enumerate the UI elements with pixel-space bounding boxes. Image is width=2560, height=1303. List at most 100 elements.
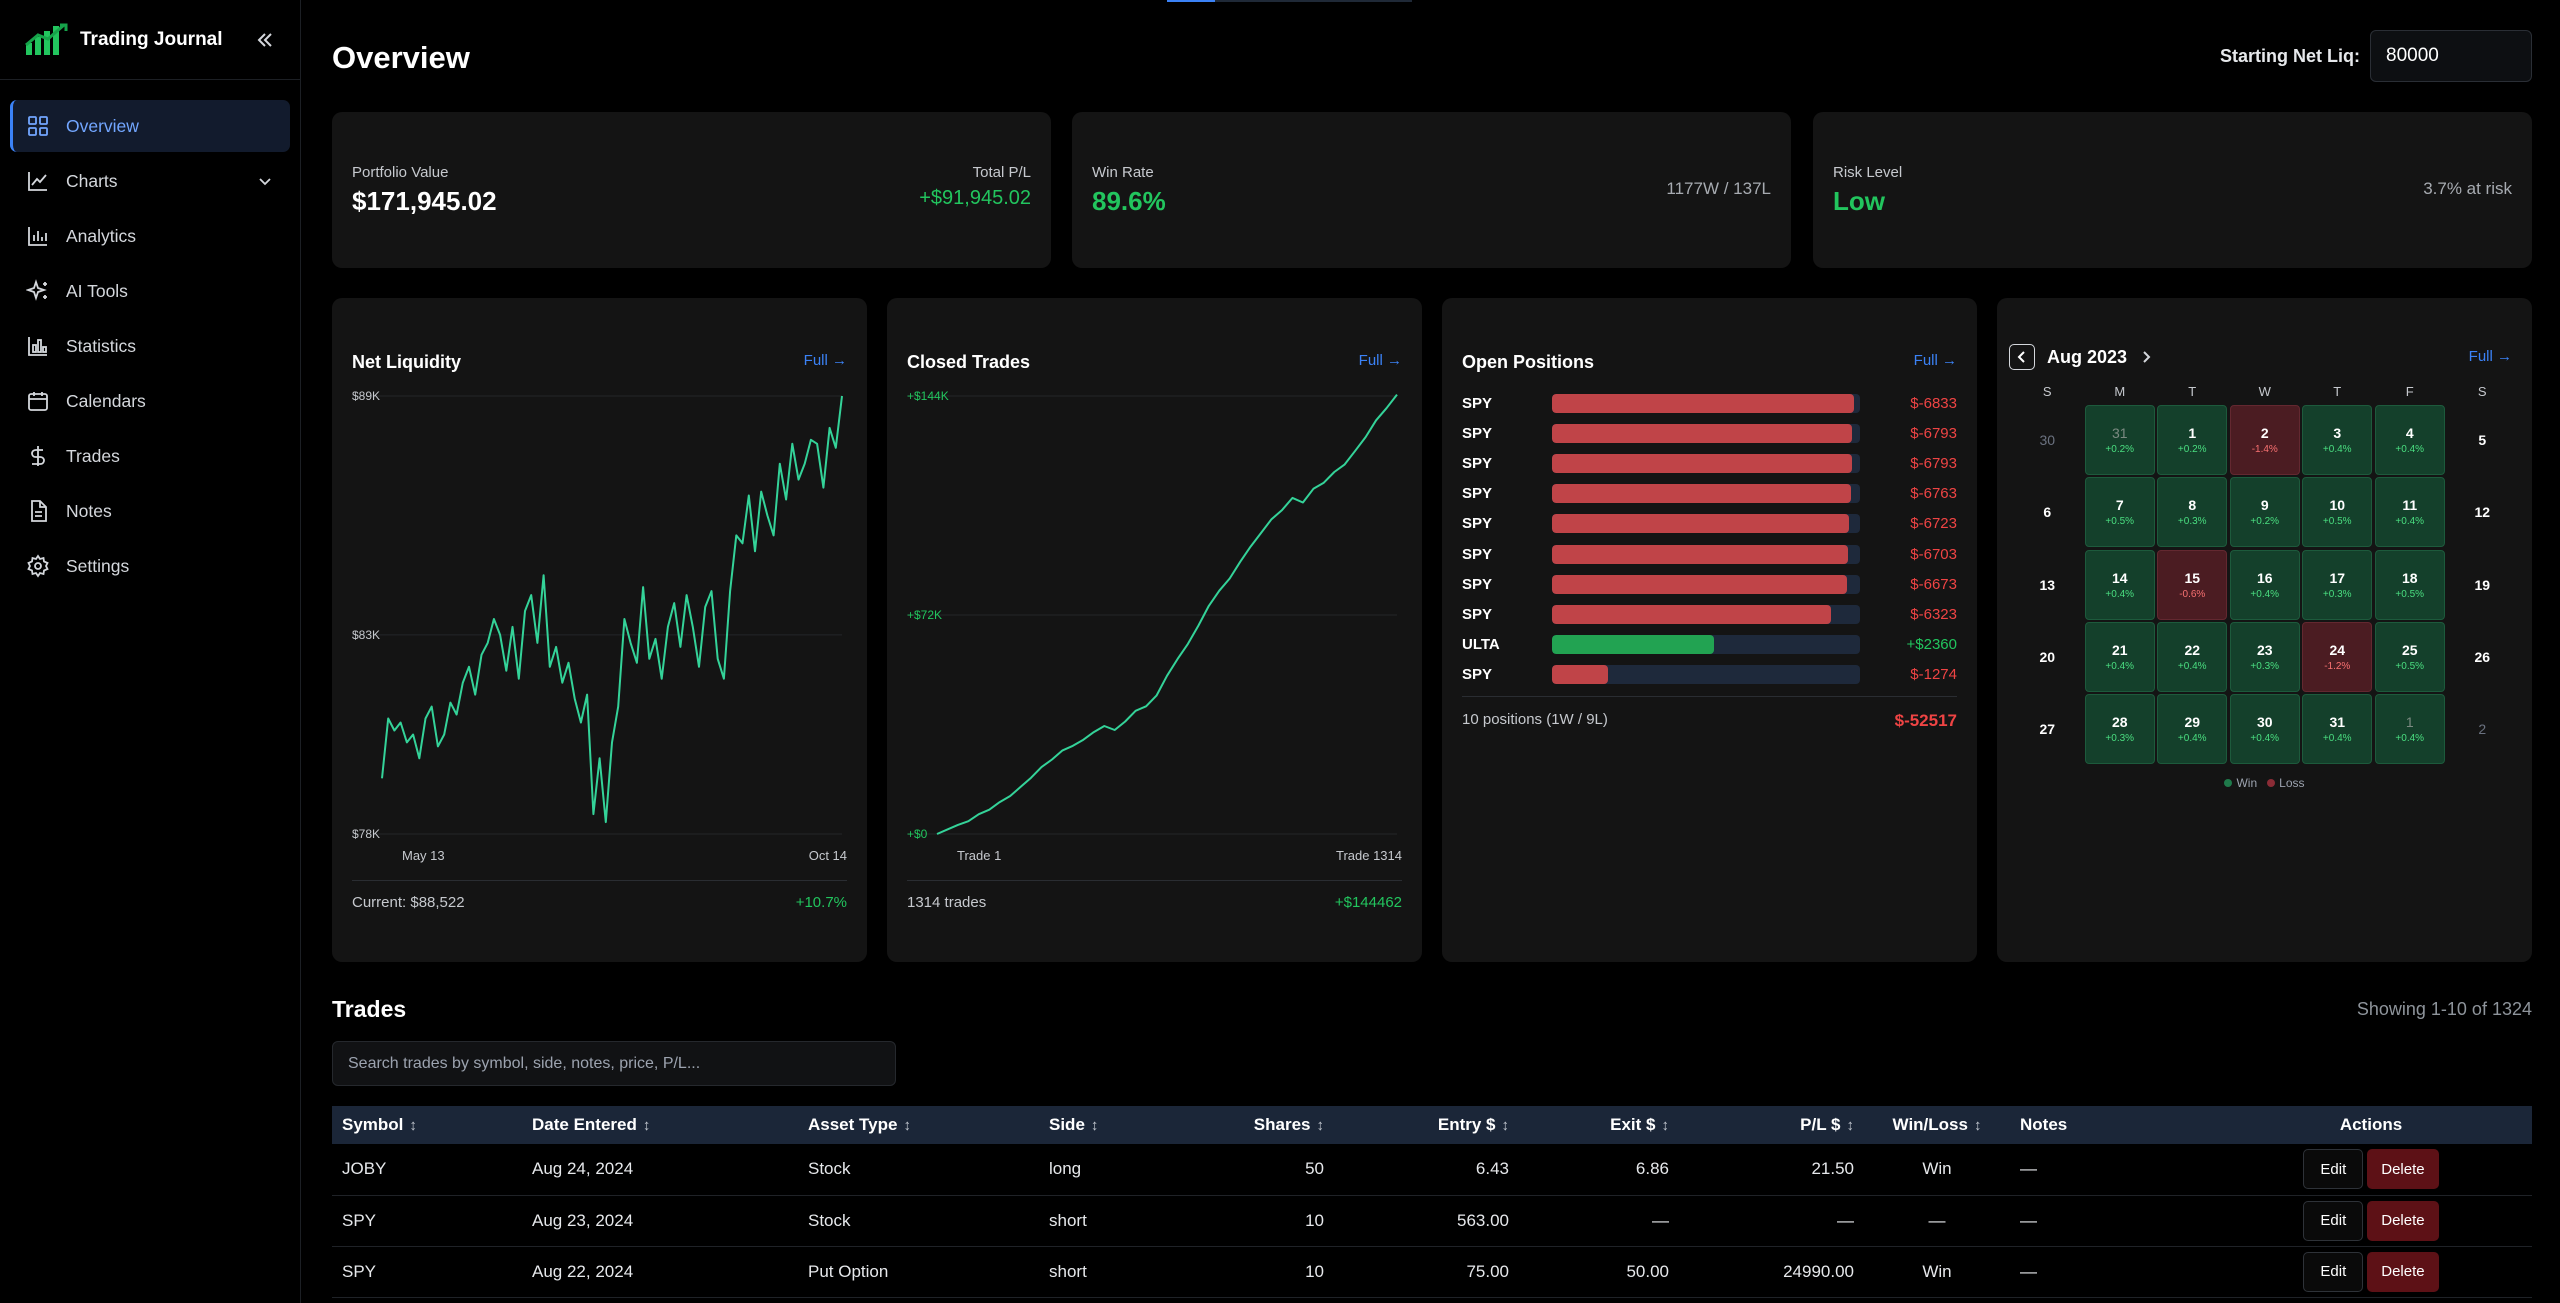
day-win: 1 +0.4% — [2374, 694, 2445, 765]
sidebar-item-notes[interactable]: Notes — [10, 485, 290, 537]
delete-button[interactable]: Delete — [2367, 1149, 2439, 1190]
calendar-cell[interactable]: 19 — [2446, 549, 2519, 621]
calendar-cell[interactable]: 27 — [2011, 693, 2084, 765]
full-link[interactable]: Full → — [803, 352, 847, 369]
collapse-sidebar-icon[interactable] — [254, 29, 276, 51]
cell-symbol: SPY — [332, 1246, 522, 1298]
sidebar-item-settings[interactable]: Settings — [10, 540, 290, 592]
calendar-cell[interactable]: 14 +0.4% — [2084, 549, 2157, 621]
position-symbol: SPY — [1462, 515, 1493, 533]
col-win-loss[interactable]: Win/Loss ↕ — [1892, 1115, 1982, 1134]
sidebar-item-statistics[interactable]: Statistics — [10, 320, 290, 372]
calendar-cell[interactable]: 18 +0.5% — [2374, 549, 2447, 621]
position-bar — [1552, 544, 1849, 564]
day-number: 11 — [2402, 497, 2418, 514]
sidebar-item-charts[interactable]: Charts — [10, 155, 290, 207]
calendar-cell[interactable]: 9 +0.2% — [2229, 476, 2302, 548]
sidebar-item-overview[interactable]: Overview — [10, 100, 290, 152]
sidebar-item-calendars[interactable]: Calendars — [10, 375, 290, 427]
y-tick-label: $89K — [352, 389, 380, 403]
closed-trades-panel: Closed Trades Full → +$144K +$72K +$0 Trade… — [887, 298, 1422, 962]
prev-month-button[interactable] — [2009, 344, 2035, 370]
cell-date: Aug 22, 2024 — [522, 1246, 798, 1298]
position-symbol: SPY — [1462, 545, 1493, 563]
bar-chart-icon — [28, 227, 47, 246]
calendar-cell[interactable]: 23 +0.3% — [2229, 621, 2302, 693]
calendar-cell[interactable]: 16 +0.4% — [2229, 549, 2302, 621]
edit-button[interactable]: Edit — [2303, 1149, 2364, 1190]
day-number: 4 — [2405, 425, 2414, 442]
trades-search-input[interactable] — [332, 1041, 896, 1086]
calendar-cell[interactable]: 10 +0.5% — [2301, 476, 2374, 548]
calendar-cell[interactable]: 1 +0.4% — [2374, 693, 2447, 765]
legend-loss: Loss — [2267, 776, 2305, 790]
day-pct: +0.5% — [2105, 516, 2135, 528]
col-entry[interactable]: Entry $ ↕ — [1437, 1115, 1509, 1134]
weekday-label: W — [2258, 384, 2271, 399]
sidebar-item-trades[interactable]: Trades — [10, 430, 290, 482]
calendar-cell[interactable]: 2 -1.4% — [2229, 404, 2302, 476]
calendar-cell[interactable]: 26 — [2446, 621, 2519, 693]
position-row: SPY $-6763 — [1462, 479, 1957, 509]
full-link[interactable]: Full → — [2468, 348, 2512, 365]
edit-button[interactable]: Edit — [2303, 1251, 2364, 1292]
day-pct: +0.3% — [2105, 733, 2135, 745]
calendar-cell[interactable]: 22 +0.4% — [2156, 621, 2229, 693]
delete-button[interactable]: Delete — [2367, 1251, 2439, 1292]
calendar-cell[interactable]: 13 — [2011, 549, 2084, 621]
calendar-cell[interactable]: 30 — [2011, 404, 2084, 476]
position-bar — [1552, 574, 1847, 594]
calendar-cell[interactable]: 8 +0.3% — [2156, 476, 2229, 548]
position-bar-track — [1552, 635, 1860, 655]
full-link[interactable]: Full → — [1358, 352, 1402, 369]
delete-button[interactable]: Delete — [2367, 1200, 2439, 1241]
sidebar-item-ai-tools[interactable]: AI Tools — [10, 265, 290, 317]
calendar-cell[interactable]: 12 — [2446, 476, 2519, 548]
day-number: 21 — [2111, 642, 2128, 659]
calendar-cell[interactable]: 31 +0.2% — [2084, 404, 2157, 476]
logo-icon — [25, 23, 68, 55]
calendar-cell[interactable]: 20 — [2011, 621, 2084, 693]
day-number: 1 — [2188, 425, 2197, 442]
calendar-cell[interactable]: 7 +0.5% — [2084, 476, 2157, 548]
calendar-cell[interactable]: 2 — [2446, 693, 2519, 765]
calendar-cell[interactable]: 17 +0.3% — [2301, 549, 2374, 621]
calendar-cell[interactable]: 29 +0.4% — [2156, 693, 2229, 765]
calendar-cell[interactable]: 24 -1.2% — [2301, 621, 2374, 693]
calendar-cell[interactable]: 30 +0.4% — [2229, 693, 2302, 765]
col-symbol[interactable]: Symbol ↕ — [342, 1115, 417, 1134]
trades-table: Symbol ↕ Date Entered ↕ Asset Type ↕ Side ↕ … — [332, 1106, 2532, 1303]
cell-shares: 10 — [1209, 1246, 1334, 1298]
edit-button[interactable]: Edit — [2303, 1200, 2364, 1241]
sort-icon: ↕ — [1973, 1117, 1982, 1134]
calendar-cell[interactable]: 28 +0.3% — [2084, 693, 2157, 765]
day-number: 31 — [2329, 714, 2346, 731]
calendar-cell[interactable]: 6 — [2011, 476, 2084, 548]
calendar-cell[interactable]: 21 +0.4% — [2084, 621, 2157, 693]
calendar-cell[interactable]: 3 +0.4% — [2301, 404, 2374, 476]
calendar-cell[interactable]: 1 +0.2% — [2156, 404, 2229, 476]
cell-side: short — [1039, 1195, 1209, 1247]
calendar-cell[interactable]: 11 +0.4% — [2374, 476, 2447, 548]
day-number: 1 — [2405, 714, 2414, 731]
calendar-cell[interactable]: 4 +0.4% — [2374, 404, 2447, 476]
col-date[interactable]: Date Entered ↕ — [532, 1115, 651, 1134]
total-pl-value: +$91,945.02 — [919, 187, 1031, 209]
calendar-cell[interactable]: 25 +0.5% — [2374, 621, 2447, 693]
calendar-cell[interactable]: 5 — [2446, 404, 2519, 476]
day-pct: +0.4% — [2250, 588, 2280, 600]
y-tick-label: $78K — [352, 827, 380, 841]
col-pl[interactable]: P/L $ ↕ — [1800, 1115, 1854, 1134]
full-link[interactable]: Full → — [1913, 352, 1957, 369]
col-exit[interactable]: Exit $ ↕ — [1610, 1115, 1669, 1134]
sidebar-item-analytics[interactable]: Analytics — [10, 210, 290, 262]
calendar-cell[interactable]: 31 +0.4% — [2301, 693, 2374, 765]
col-side[interactable]: Side ↕ — [1049, 1115, 1099, 1134]
col-asset-type[interactable]: Asset Type ↕ — [808, 1115, 911, 1134]
netliq-input[interactable] — [2370, 30, 2532, 82]
chevron-down-icon[interactable] — [256, 172, 274, 190]
calendar-cell[interactable]: 15 -0.6% — [2156, 549, 2229, 621]
calendar-header: Aug 2023 — [2009, 344, 2153, 370]
chevron-right-icon[interactable] — [2139, 350, 2153, 364]
col-shares[interactable]: Shares ↕ — [1253, 1115, 1324, 1134]
